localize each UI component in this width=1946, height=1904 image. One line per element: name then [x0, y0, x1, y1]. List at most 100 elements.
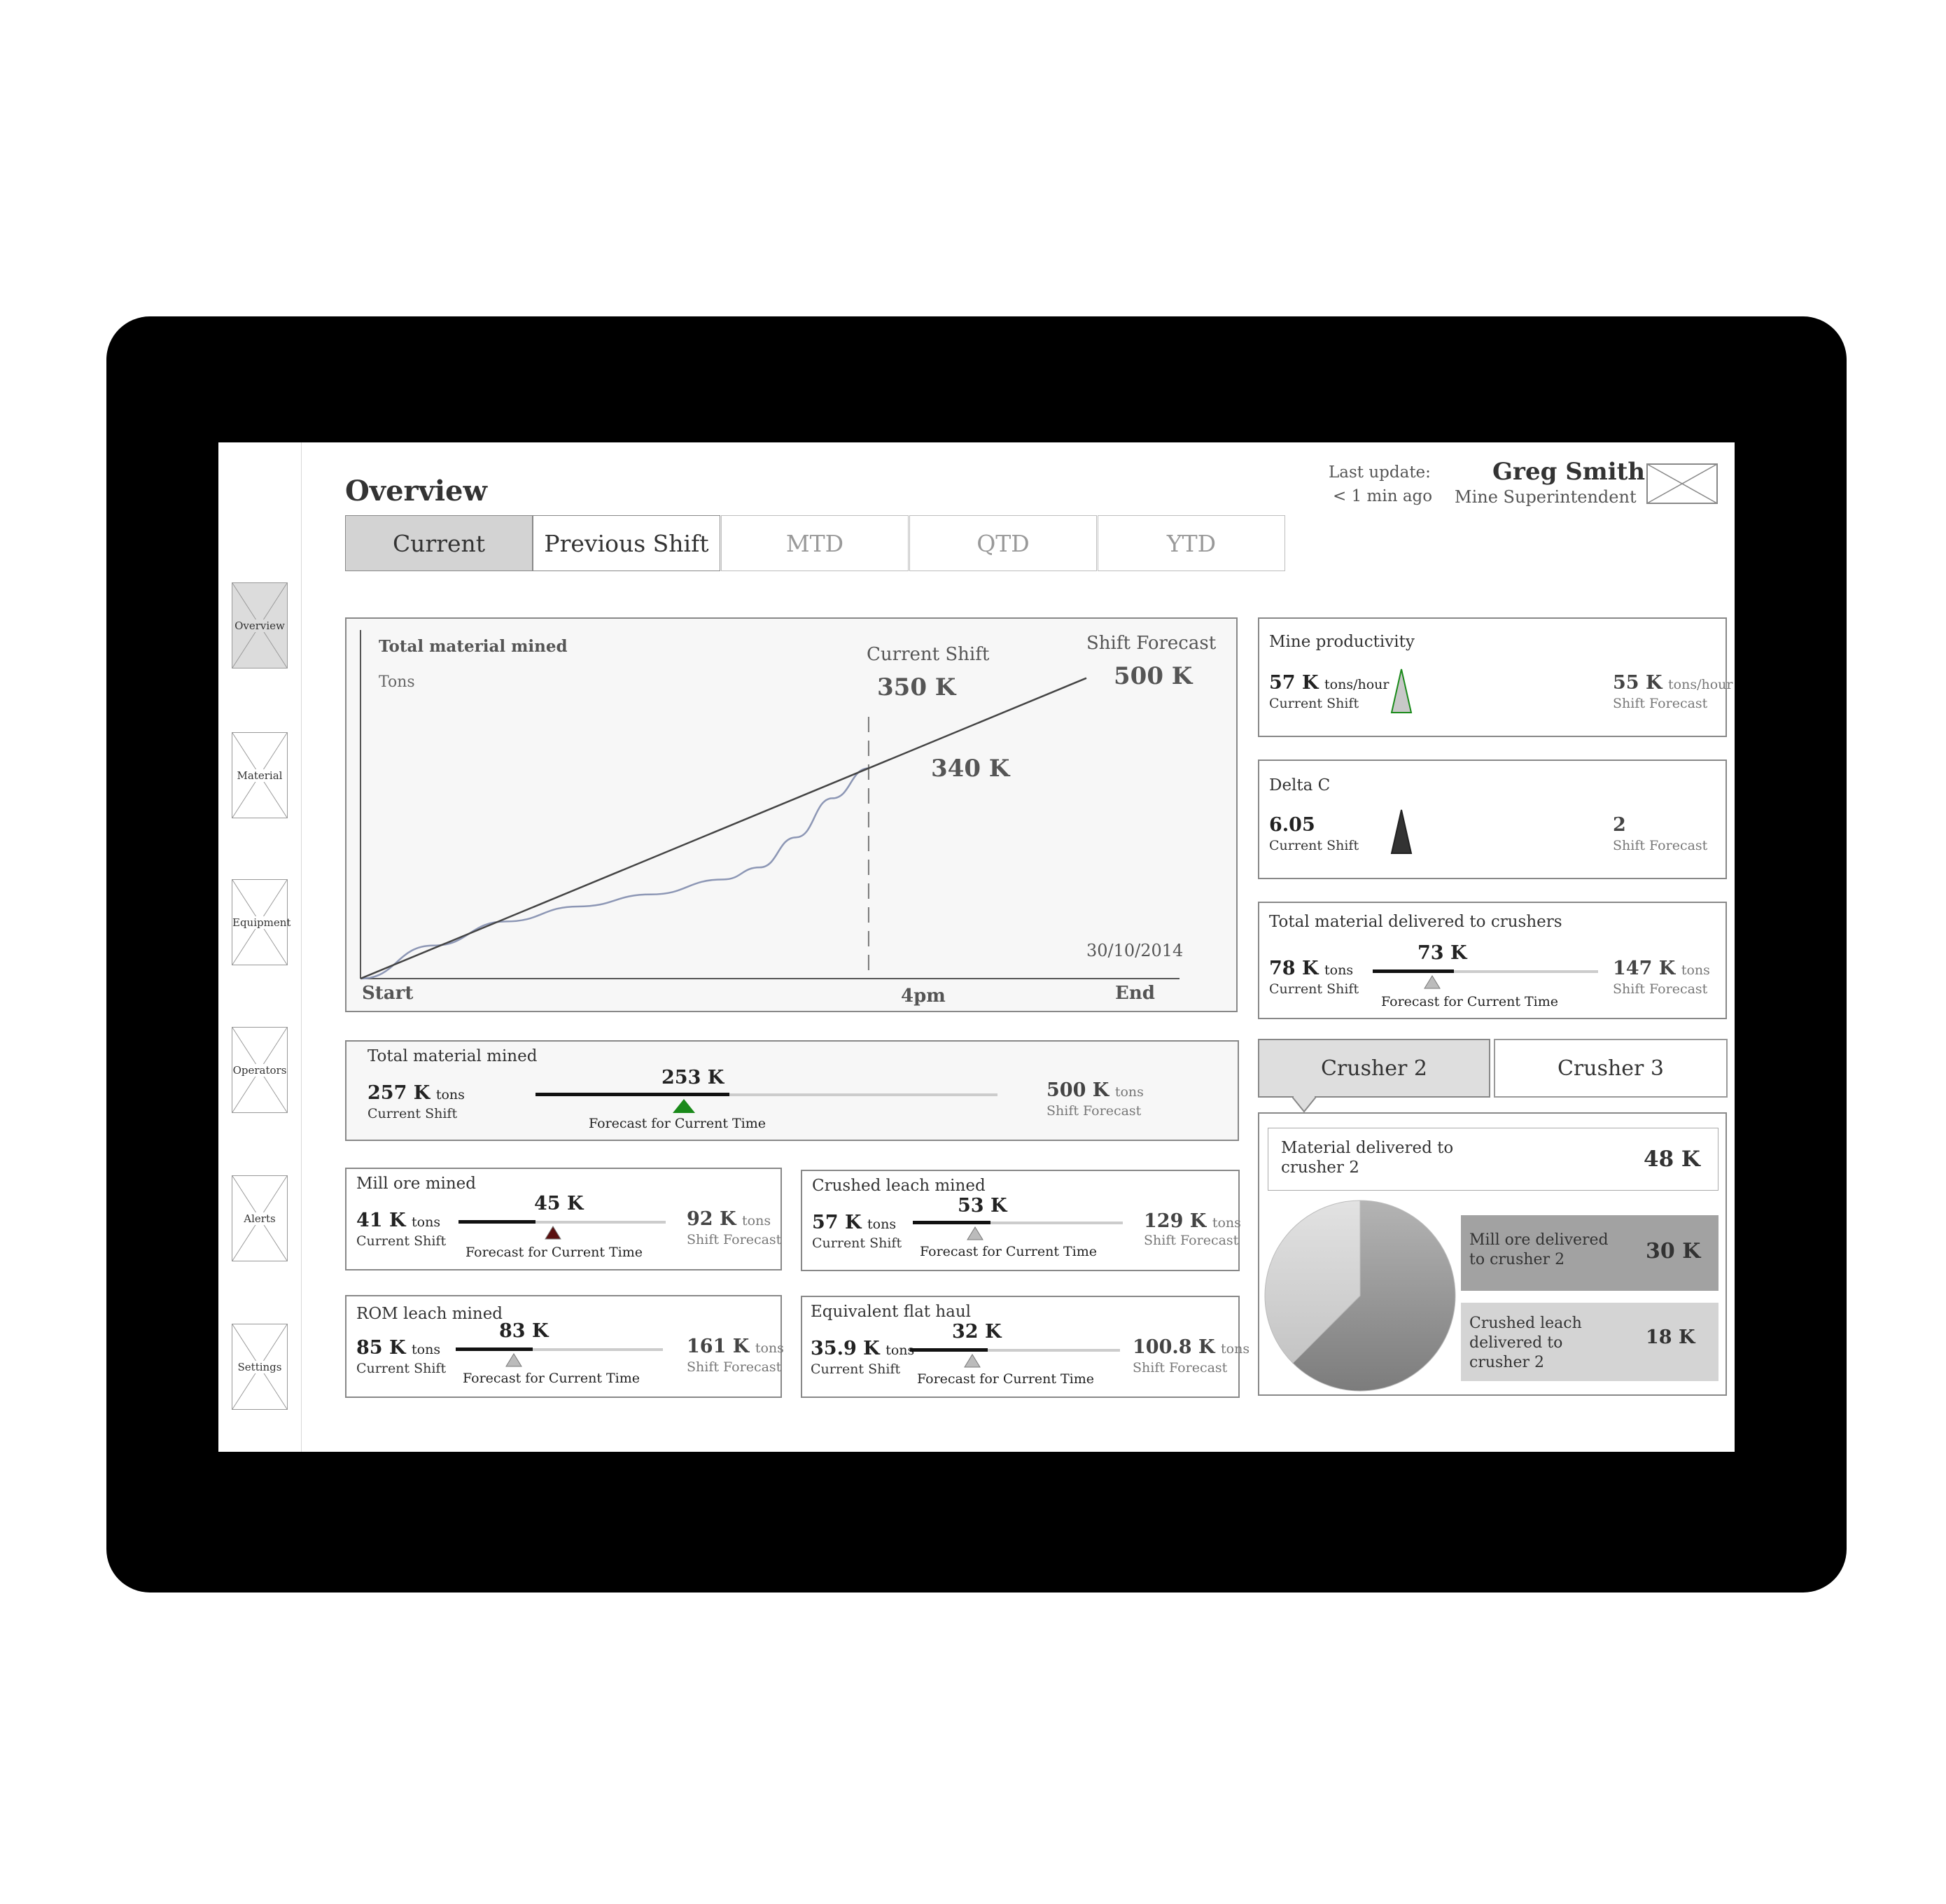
- progress-track: [456, 1348, 663, 1351]
- pie-slice-2: [1264, 1200, 1361, 1364]
- tab-mtd[interactable]: MTD: [721, 515, 909, 571]
- forecast-now-label: Forecast for Current Time: [1381, 994, 1559, 1009]
- series-line-2: [360, 677, 1087, 980]
- card-title: Equivalent flat haul: [811, 1303, 972, 1321]
- current-shift-value: 350 K: [877, 673, 956, 701]
- material-delivered-to-crushers-card: Total material delivered to crushers 78 …: [1258, 902, 1727, 1019]
- tab-previous-shift[interactable]: Previous Shift: [533, 515, 720, 571]
- chart-unit: Tons: [379, 673, 415, 691]
- sidebar-item-label: Equipment: [232, 916, 291, 929]
- current-shift-label: Current Shift: [867, 644, 990, 665]
- main-chart: [360, 630, 1180, 980]
- forecast-now-label: Forecast for Current Time: [920, 1244, 1098, 1259]
- current-value: 41 K tons: [356, 1210, 441, 1231]
- current-label: Current Shift: [368, 1106, 458, 1121]
- forecast-marker-value: 340 K: [931, 755, 1010, 783]
- tablet-screen: Overview Material Equipment Operators Al…: [218, 442, 1735, 1452]
- card-title: Delta C: [1269, 776, 1331, 794]
- total-material-mined-card: Total material mined 257 K tons Current …: [345, 1040, 1239, 1141]
- tab-crusher-2[interactable]: Crusher 2: [1258, 1039, 1490, 1098]
- last-update-value: < 1 min ago: [1333, 487, 1433, 505]
- sidebar-item-equipment[interactable]: Equipment: [232, 879, 291, 965]
- crusher-total-row: Material delivered to crusher 2 48 K: [1268, 1128, 1718, 1191]
- forecast-value: 2: [1613, 814, 1626, 836]
- sidebar-item-alerts[interactable]: Alerts: [232, 1175, 288, 1261]
- sidebar-item-operators[interactable]: Operators: [232, 1027, 288, 1113]
- card-title: Total material mined: [368, 1047, 538, 1065]
- current-label: Current Shift: [356, 1361, 447, 1376]
- card-title: Total material delivered to crushers: [1269, 913, 1562, 931]
- current-label: Current Shift: [1269, 696, 1359, 711]
- crushed-leach-row: Crushed leach delivered to crusher 2 18 …: [1461, 1303, 1718, 1381]
- forecast-now-label: Forecast for Current Time: [463, 1371, 640, 1386]
- shift-forecast-value: 147 K tons: [1613, 958, 1710, 979]
- crusher-detail-panel: Material delivered to crusher 2 48 K Mil…: [1258, 1112, 1727, 1396]
- forecast-now-value: 253 K: [662, 1067, 724, 1088]
- sidebar-item-overview[interactable]: Overview: [232, 582, 288, 668]
- tab-crusher-3[interactable]: Crusher 3: [1494, 1039, 1728, 1098]
- progress-track: [913, 1222, 1123, 1224]
- sidebar-item-material[interactable]: Material: [232, 732, 288, 818]
- forecast-label: Shift Forecast: [1613, 696, 1708, 711]
- shift-forecast-label: Shift Forecast: [1613, 981, 1708, 997]
- shift-forecast-label: Shift Forecast: [1133, 1360, 1228, 1376]
- shift-forecast-label: Shift Forecast: [1144, 1233, 1239, 1248]
- current-value: 6.05: [1269, 814, 1315, 836]
- progress-track: [910, 1349, 1120, 1352]
- mill-ore-value: 30 K: [1646, 1239, 1701, 1264]
- progress-fill: [910, 1348, 988, 1352]
- x-tick-end: End: [1115, 983, 1155, 1004]
- mill-ore-row: Mill ore delivered to crusher 2 30 K: [1461, 1215, 1718, 1291]
- crushed-leach-mined-card: Crushed leach mined 57 K tons Current Sh…: [801, 1170, 1241, 1271]
- forecast-now-value: 53 K: [958, 1195, 1007, 1217]
- current-label: Current Shift: [356, 1233, 447, 1249]
- trend-up-icon: [1390, 668, 1413, 713]
- progress-fill: [913, 1221, 990, 1224]
- series-line-1: [360, 767, 869, 980]
- main-chart-panel: Total material mined Tons Current Shift …: [345, 617, 1238, 1012]
- forecast-marker-icon: [505, 1353, 522, 1367]
- mail-icon[interactable]: [1646, 463, 1718, 504]
- current-label: Current Shift: [1269, 838, 1359, 853]
- forecast-now-label: Forecast for Current Time: [589, 1116, 766, 1131]
- forecast-now-value: 73 K: [1418, 942, 1467, 964]
- shift-forecast-value: 100.8 K tons: [1133, 1336, 1250, 1358]
- progress-fill: [536, 1093, 730, 1096]
- current-value: 57 K tons: [812, 1212, 897, 1233]
- equivalent-flat-haul-card: Equivalent flat haul 35.9 K tons Current…: [801, 1296, 1250, 1398]
- crusher-total-value: 48 K: [1644, 1147, 1700, 1172]
- sidebar-item-settings[interactable]: Settings: [232, 1324, 288, 1410]
- forecast-marker-icon: [545, 1226, 561, 1240]
- current-value: 78 K tons: [1269, 958, 1354, 979]
- mine-productivity-card: Mine productivity 57 K tons/hour Current…: [1258, 617, 1733, 737]
- crushed-leach-label: Crushed leach delivered to crusher 2: [1469, 1315, 1582, 1371]
- forecast-now-label: Forecast for Current Time: [917, 1371, 1095, 1387]
- progress-track: [536, 1093, 997, 1096]
- sidebar-item-label: Overview: [232, 620, 287, 632]
- chart-title: Total material mined: [379, 637, 568, 656]
- forecast-now-value: 32 K: [952, 1321, 1002, 1343]
- progress-track: [1373, 970, 1598, 973]
- current-value: 85 K tons: [356, 1337, 441, 1359]
- shift-forecast-label: Shift Forecast: [687, 1359, 782, 1375]
- forecast-marker-icon: [673, 1099, 695, 1113]
- sidebar-item-label: Material: [232, 769, 287, 782]
- forecast-now-label: Forecast for Current Time: [465, 1245, 643, 1260]
- tab-ytd[interactable]: YTD: [1098, 515, 1285, 571]
- progress-track: [458, 1221, 666, 1224]
- progress-fill: [456, 1348, 533, 1351]
- crusher-total-label: Material delivered to crusher 2: [1281, 1139, 1454, 1177]
- sidebar-item-label: Settings: [232, 1361, 287, 1373]
- forecast-marker-icon: [967, 1226, 983, 1240]
- tab-qtd[interactable]: QTD: [909, 515, 1097, 571]
- card-title: Mine productivity: [1269, 633, 1415, 651]
- user-name: Greg Smith: [1492, 458, 1646, 486]
- tab-pointer-icon: [1292, 1096, 1317, 1113]
- tab-current[interactable]: Current: [345, 515, 533, 571]
- current-value: 257 K tons: [368, 1082, 465, 1104]
- forecast-now-value: 83 K: [499, 1320, 549, 1342]
- crusher-pie-chart: [1264, 1200, 1456, 1392]
- shift-forecast-label: Shift Forecast: [1046, 1103, 1142, 1119]
- shift-forecast-label: Shift Forecast: [1086, 633, 1217, 654]
- current-value: 57 K tons/hour: [1269, 672, 1390, 694]
